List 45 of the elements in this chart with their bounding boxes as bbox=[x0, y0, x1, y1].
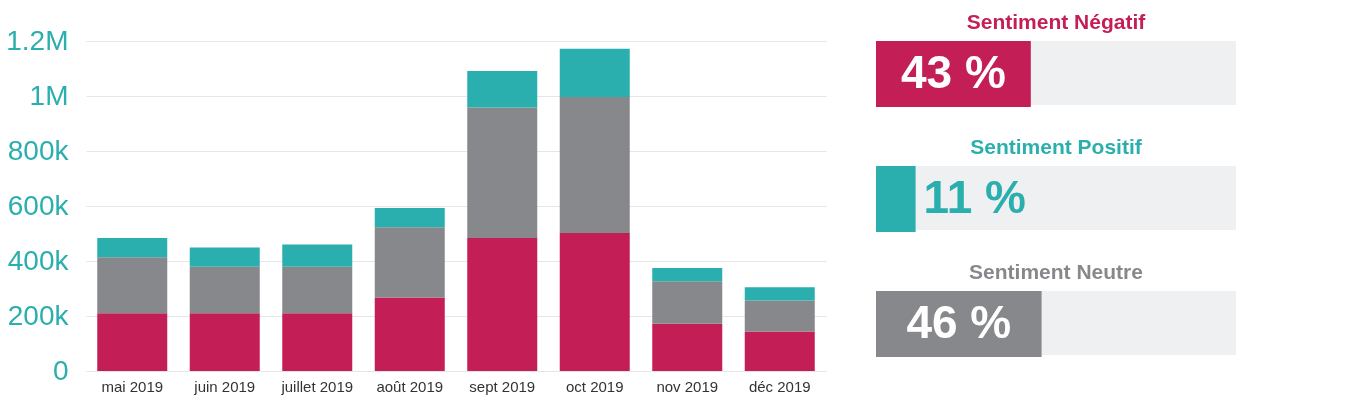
bar bbox=[467, 107, 538, 238]
x-tick-label: juillet 2019 bbox=[280, 377, 354, 395]
data-label: 46 % bbox=[906, 296, 1012, 348]
bar bbox=[467, 70, 538, 108]
category-label: Sentiment Négatif bbox=[966, 10, 1146, 33]
bar bbox=[652, 323, 723, 371]
bar bbox=[97, 257, 168, 314]
data-label: 43 % bbox=[900, 46, 1006, 98]
y-tick-label: 600k bbox=[7, 189, 70, 221]
bar bbox=[282, 313, 353, 371]
y-tick-label: 0 bbox=[52, 354, 69, 386]
bar bbox=[97, 313, 168, 371]
bar bbox=[189, 266, 260, 314]
bar bbox=[744, 300, 815, 332]
bar bbox=[652, 267, 723, 282]
bar bbox=[744, 331, 815, 371]
bar bbox=[559, 97, 630, 233]
bar bbox=[374, 207, 445, 228]
bar bbox=[559, 48, 630, 98]
bar bbox=[374, 297, 445, 371]
bar bbox=[374, 227, 445, 298]
data-label: 11 % bbox=[923, 171, 1026, 223]
x-tick-label: oct 2019 bbox=[565, 377, 624, 395]
category-label: Sentiment Positif bbox=[970, 135, 1142, 158]
bar bbox=[652, 281, 723, 324]
y-tick-label: 400k bbox=[7, 244, 70, 276]
bar bbox=[744, 287, 815, 301]
bar bbox=[467, 237, 538, 371]
x-tick-label: mai 2019 bbox=[101, 377, 164, 395]
bar bbox=[189, 247, 260, 267]
y-tick-label: 1M bbox=[29, 79, 69, 111]
x-tick-label: déc 2019 bbox=[748, 377, 811, 395]
y-tick-label: 200k bbox=[7, 299, 70, 331]
y-tick-label: 1.2M bbox=[6, 24, 69, 56]
x-tick-label: nov 2019 bbox=[656, 377, 719, 395]
y-tick-label: 800k bbox=[7, 134, 70, 166]
bar bbox=[282, 266, 353, 314]
x-tick-label: août 2019 bbox=[376, 377, 444, 395]
x-tick-label: juin 2019 bbox=[193, 377, 256, 395]
bar bbox=[559, 232, 630, 371]
category-label: Sentiment Neutre bbox=[969, 260, 1143, 283]
bar bbox=[97, 237, 168, 258]
bar bbox=[189, 313, 260, 371]
bar bbox=[282, 244, 353, 267]
x-tick-label: sept 2019 bbox=[469, 377, 536, 395]
